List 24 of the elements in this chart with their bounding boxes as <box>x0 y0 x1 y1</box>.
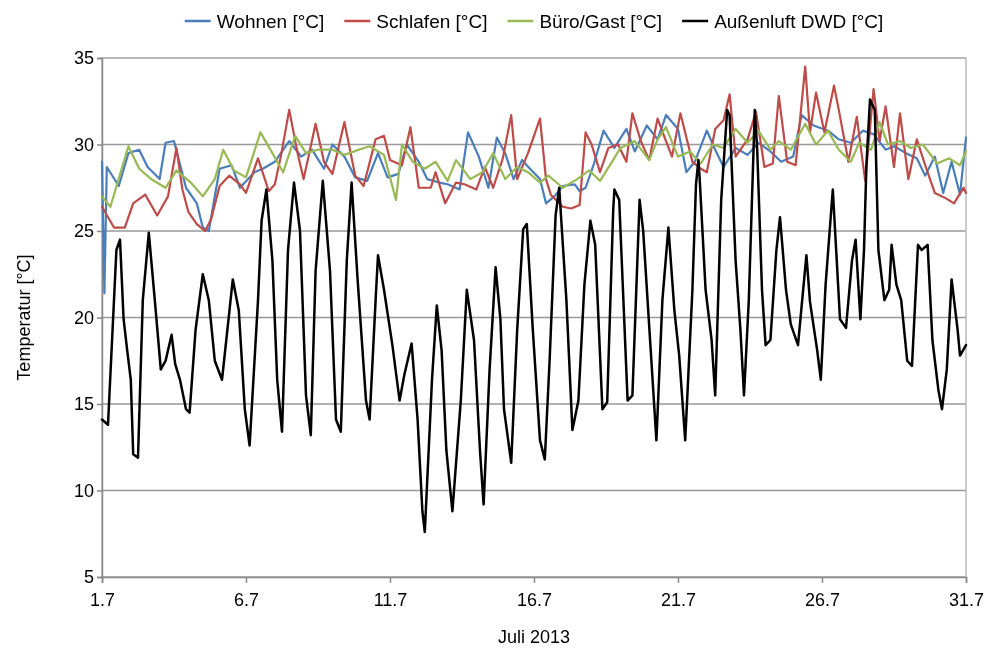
x-tick-label: 31.7 <box>948 589 985 610</box>
x-tick-label: 16.7 <box>516 589 553 610</box>
x-tick-label: 21.7 <box>660 589 697 610</box>
legend-label: Büro/Gast [°C] <box>539 11 663 32</box>
legend-label: Schlafen [°C] <box>376 11 488 32</box>
line-series <box>100 98 968 534</box>
y-tick-label: 25 <box>73 221 94 242</box>
x-tick-label: 11.7 <box>373 589 408 610</box>
y-axis-title: Temperatur [°C] <box>14 254 34 381</box>
legend-label: Außenluft DWD [°C] <box>714 11 884 32</box>
y-tick-label: 5 <box>83 567 94 588</box>
legend-label: Wohnen [°C] <box>216 11 325 32</box>
y-tick-label: 30 <box>73 134 94 155</box>
x-tick-label: 6.7 <box>233 589 260 610</box>
y-tick-label: 10 <box>73 480 94 501</box>
y-tick-label: 20 <box>73 307 94 328</box>
x-axis-title: Juli 2013 <box>497 627 571 647</box>
x-tick-label: 26.7 <box>804 589 841 610</box>
line-series <box>100 113 968 295</box>
y-tick-label: 35 <box>73 48 94 69</box>
line-series <box>100 65 968 233</box>
y-tick-label: 15 <box>73 394 94 415</box>
line-series <box>100 120 968 208</box>
x-tick-label: 1.7 <box>89 589 116 610</box>
